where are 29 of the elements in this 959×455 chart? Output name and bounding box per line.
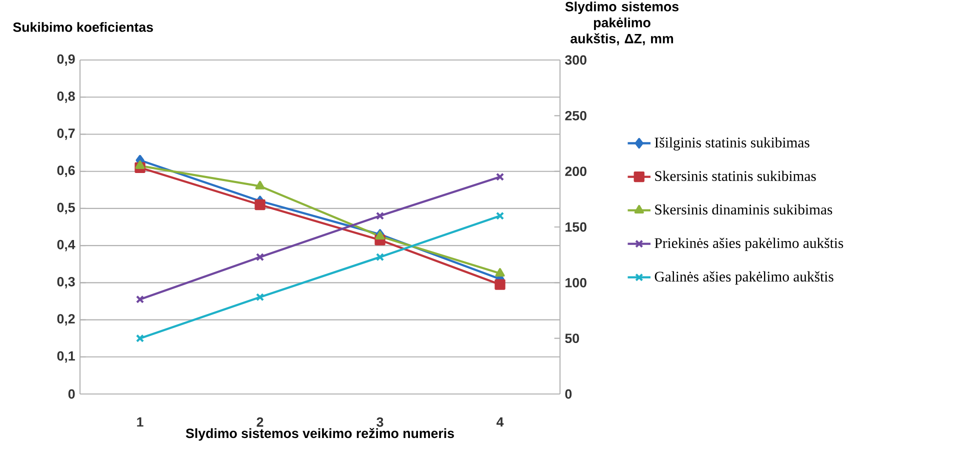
y-tick-label: 0,4: [57, 240, 76, 252]
y-axis-title: Sukibimo koeficientas: [13, 22, 153, 32]
y-tick-label: 0,7: [57, 128, 75, 140]
y-tick-label: 0,3: [57, 276, 75, 288]
y-tick-label: 0,8: [57, 91, 75, 103]
x-tick-label: 2: [256, 417, 264, 427]
y-tick-label: 0,9: [57, 54, 75, 66]
y-tick-label: 0,6: [57, 166, 75, 178]
y-tick-label: 0,5: [57, 202, 75, 214]
y-tick-label: 0: [68, 389, 75, 399]
x-tick-label: 4: [496, 417, 504, 427]
legend-label: Skersinis statinis sukibimas: [655, 170, 816, 182]
y-tick-label: 0,1: [57, 351, 75, 363]
legend-label: Išilginis statinis sukibimas: [654, 137, 810, 151]
y2-tick-label: 0: [565, 389, 572, 399]
y2-tick-label: 50: [565, 334, 580, 344]
x-axis-title: Slydimo sistemos veikimo režimo numeris: [186, 428, 454, 441]
legend-label: Skersinis dinaminis sukibimas: [655, 204, 832, 215]
legend-label: Galinės ašies pakėlimo aukštis: [654, 271, 834, 285]
y2-axis-title: Slydimo sistemos pakėlimo aukštis, ΔZ, mm: [565, 2, 679, 46]
y2-tick-label: 200: [565, 166, 586, 176]
y2-tick-label: 100: [566, 278, 586, 288]
legend-label: Priekinės ašies pakėlimo aukštis: [654, 238, 844, 252]
y2-tick-label: 300: [565, 55, 586, 65]
y2-tick-label: 250: [565, 110, 586, 120]
x-tick-label: 1: [137, 417, 144, 427]
y-tick-label: 0,2: [57, 314, 75, 326]
x-tick-label: 3: [376, 417, 384, 427]
y2-tick-label: 150: [566, 222, 586, 232]
